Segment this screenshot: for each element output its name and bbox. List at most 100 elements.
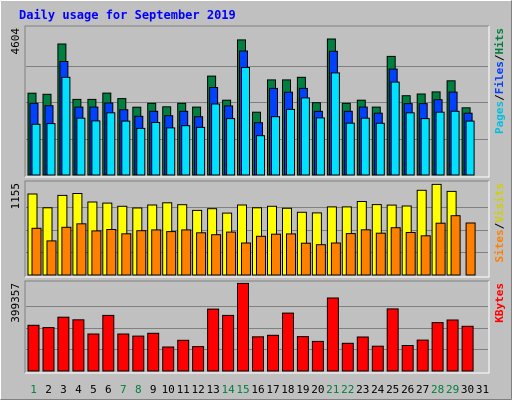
x-tick-label: 27 — [416, 383, 429, 396]
x-tick-label: 9 — [150, 383, 157, 396]
bar-kbytes-day-23 — [356, 336, 369, 372]
panel-visits-highlight — [25, 181, 490, 278]
bar-pages-day-18 — [286, 108, 295, 176]
bar-kbytes-day-1 — [27, 324, 40, 372]
bar-sites-day-19 — [300, 242, 311, 276]
legend-files: Files — [493, 61, 506, 94]
bar-pages-day-20 — [315, 117, 325, 176]
bar-pages-day-1 — [31, 123, 41, 176]
bar-kbytes-day-26 — [401, 345, 414, 372]
bar-sites-day-1 — [31, 227, 42, 276]
bar-kbytes-day-7 — [117, 333, 130, 372]
bar-pages-day-16 — [256, 135, 265, 176]
x-tick-label: 30 — [461, 383, 474, 396]
bar-pages-day-27 — [420, 118, 430, 176]
bar-pages-day-28 — [435, 111, 445, 176]
bar-kbytes-day-3 — [57, 316, 70, 372]
x-tick-label: 3 — [60, 383, 67, 396]
bar-kbytes-day-2 — [42, 327, 55, 372]
x-tick-label: 7 — [120, 383, 127, 396]
panel-hits-max-label: 4604 — [9, 28, 22, 55]
bar-kbytes-day-10 — [162, 346, 175, 372]
bar-kbytes-day-5 — [87, 333, 100, 372]
bar-kbytes-day-16 — [252, 336, 264, 372]
bar-sites-day-29 — [450, 215, 461, 276]
bar-kbytes-day-30 — [461, 325, 474, 372]
bar-sites-day-11 — [181, 229, 192, 276]
bar-sites-day-14 — [226, 231, 237, 276]
bar-sites-day-18 — [286, 233, 296, 276]
x-tick-label: 5 — [90, 383, 97, 396]
bar-kbytes-day-22 — [341, 342, 354, 372]
bar-sites-day-6 — [106, 229, 117, 276]
bar-sites-day-28 — [435, 222, 446, 276]
x-tick-label: 11 — [177, 383, 190, 396]
bar-sites-day-7 — [121, 233, 132, 276]
bar-kbytes-day-12 — [192, 346, 205, 372]
bar-kbytes-day-14 — [222, 314, 235, 372]
bar-pages-day-9 — [151, 122, 161, 176]
panel-visits-max-label: 1155 — [9, 183, 22, 210]
bar-sites-day-3 — [61, 226, 72, 276]
bar-pages-day-22 — [345, 122, 355, 176]
bar-sites-day-9 — [151, 229, 162, 276]
bar-kbytes-day-28 — [431, 322, 444, 372]
bar-kbytes-day-9 — [147, 332, 160, 372]
panel-kbytes: 399357 KBytes — [9, 280, 506, 374]
legend-separator: / — [493, 54, 506, 61]
x-tick-label: 6 — [105, 383, 112, 396]
bar-pages-day-19 — [300, 97, 310, 176]
bar-sites-day-8 — [136, 230, 147, 276]
bar-pages-day-26 — [405, 112, 415, 176]
x-tick-label: 15 — [236, 383, 249, 396]
bar-sites-day-25 — [390, 227, 401, 276]
x-axis-labels: 1 2 3 4 5 6 7 8 9 10 11 12 13 14 15 16 17 18 19 20 21 22 23 24 2… — [30, 383, 489, 396]
bar-pages-day-4 — [76, 117, 86, 176]
bar-pages-day-3 — [61, 76, 71, 176]
bar-pages-day-30 — [465, 120, 475, 176]
bar-pages-day-2 — [46, 123, 56, 176]
bar-sites-day-5 — [91, 230, 102, 276]
panel-visits: 1155 Sites/Visits — [9, 180, 506, 278]
bar-kbytes-day-19 — [296, 336, 309, 372]
panel-hits-shadow — [24, 25, 489, 177]
x-tick-label: 24 — [371, 383, 385, 396]
bar-kbytes-day-13 — [207, 308, 220, 372]
bar-pages-day-29 — [450, 110, 460, 176]
bar-sites-day-13 — [211, 234, 222, 276]
legend-separator: / — [493, 94, 506, 101]
bar-pages-day-7 — [121, 120, 131, 176]
legend-kbytes: KBytes — [493, 283, 506, 323]
bar-sites-day-22 — [345, 233, 356, 276]
x-tick-label: 16 — [251, 383, 264, 396]
bar-kbytes-day-15 — [237, 282, 249, 372]
bar-pages-day-24 — [375, 122, 385, 176]
bar-sites-day-16 — [256, 235, 266, 276]
x-tick-label: 18 — [281, 383, 294, 396]
bar-kbytes-day-4 — [72, 319, 85, 372]
x-tick-label: 8 — [135, 383, 142, 396]
x-tick-label: 25 — [386, 383, 399, 396]
panel-kbytes-highlight — [25, 281, 490, 374]
legend-visits: Visits — [493, 183, 506, 223]
bar-pages-day-25 — [390, 81, 400, 176]
bar-pages-day-11 — [181, 125, 191, 176]
x-tick-label: 31 — [476, 383, 489, 396]
x-tick-label: 14 — [221, 383, 235, 396]
bar-kbytes-day-17 — [267, 334, 279, 372]
panel-kbytes-max-label: 399357 — [9, 283, 22, 323]
legend-sites: Sites — [493, 229, 506, 262]
x-tick-label: 23 — [356, 383, 369, 396]
bar-sites-day-27 — [420, 235, 431, 276]
x-tick-label: 4 — [75, 383, 82, 396]
bar-sites-day-20 — [315, 244, 326, 276]
bar-sites-day-26 — [405, 232, 416, 276]
panel-hits-highlight — [25, 26, 490, 178]
x-tick-label: 20 — [311, 383, 324, 396]
x-tick-label: 26 — [401, 383, 414, 396]
bar-kbytes-day-27 — [416, 339, 429, 372]
bar-pages-day-8 — [136, 127, 146, 176]
panel-visits-shadow — [24, 180, 489, 277]
x-tick-label: 22 — [341, 383, 354, 396]
